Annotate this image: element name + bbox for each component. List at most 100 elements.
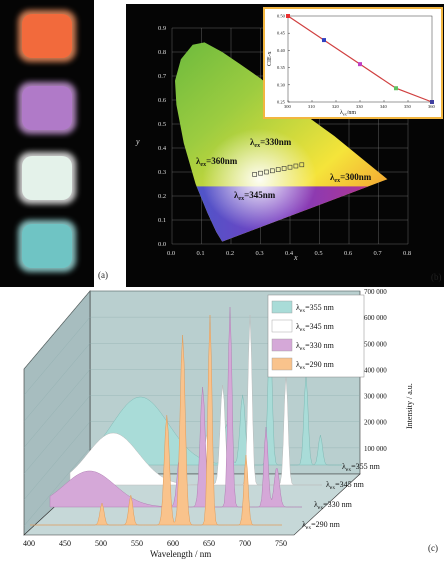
sample-photo-2 [18,82,76,134]
legend-entry: λex=355 nm [296,303,335,314]
cie-x-label: x [293,253,298,262]
x-axis-ticks: 400 450 500 550 600 650 700 750 [23,539,287,548]
cie-y-tick: 0.2 [158,193,166,200]
panel-a-svg: (a) [0,0,108,287]
x-tick-label: 400 [23,539,35,548]
cie-point [264,169,269,175]
legend-entry: λex=290 nm [296,360,335,371]
annotation-300: λex=300nm [330,172,372,184]
cie-y-tick: 0.5 [158,121,166,128]
cie-point [258,170,263,176]
cie-point [293,163,299,169]
intensity-tick-label: 200 000 [364,419,387,427]
cie-x-tick: 0.4 [285,250,294,257]
cie-y-tick: 0.3 [158,169,166,176]
x-tick-label: 550 [131,539,143,548]
x-axis-label: Wavelength / nm [150,549,211,559]
sample-photo-1 [18,10,76,62]
cie-point [281,166,287,171]
intensity-tick-label: 300 000 [364,393,387,401]
intensity-axis-ticks: 100 000 200 000 300 000 400 000 500 000 600 0… [364,288,387,453]
spectrum-290nm [30,314,282,526]
inset-points [286,14,434,104]
panel-b-cie-diagram: 0.0 0.1 0.2 0.3 0.4 0.5 0.6 0.7 0.8 0.0 0.1 0.2 0.3 0… [126,4,444,287]
cie-x-tick: 0.3 [256,250,264,257]
legend-swatch [271,338,293,352]
cie-point [252,172,257,177]
cie-y-tick: 0.0 [158,241,166,248]
inset-x-tick: 300 [284,104,292,109]
inset-x-tick: 310 [308,104,316,109]
intensity-tick-label: 400 000 [364,366,387,374]
cie-x-tick: 0.5 [315,250,323,257]
legend: λex=355 nm λex=345 nm λex=330 nm λex=290 nm [267,294,365,378]
inset-x-tick: 340 [380,104,388,109]
cie-x-tick: 0.2 [226,250,234,257]
inset-point [322,38,326,43]
annotation-330: λex=330nm [250,137,292,149]
cie-y-tick: 0.7 [158,73,167,80]
x-tick-label: 700 [239,539,251,548]
legend-swatch [271,357,293,371]
inset-y-tick: 0.25 [277,100,286,105]
annotation-360: λex=360nm [196,156,238,168]
panel-c-label: (c) [428,543,438,553]
inset-x-tick: 320 [332,104,340,109]
cie-point [275,167,281,172]
cie-x-tick: 0.7 [374,250,383,257]
cie-y-tick: 0.9 [158,25,166,32]
inset-axes: 300 310 320 330 340 350 360 0.25 0.30 0.35 0.40 0.4… [277,14,436,110]
panel-b-label: (b) [431,272,442,282]
spectrum-330nm [49,306,302,508]
intensity-tick-label: 700 000 [364,289,387,296]
x-tick-label: 500 [95,539,107,548]
cie-x-tick: 0.6 [344,250,353,257]
sample-photo-3 [18,152,76,204]
inset-x-label: λex/nm [340,110,356,117]
cie-y-tick: 0.1 [158,217,166,224]
x-tick-label: 450 [59,539,71,548]
intensity-tick-label: 100 000 [364,445,387,453]
intensity-axis-label: Intensity / a.u. [405,383,414,429]
cie-y-tick: 0.8 [158,49,166,56]
cie-annotations: λex=330nm λex=360nm λex=300nm λex=345nm [196,137,372,202]
inset-chart: 300 310 320 330 340 350 360 0.25 0.30 0.35 0.40 0.4… [263,7,443,119]
depth-label: λex=330 nm [314,500,353,511]
cie-data-points [252,162,305,177]
legend-entry: λex=330 nm [296,341,335,352]
inset-x-tick: 350 [404,104,412,109]
x-tick-label: 750 [275,539,287,548]
cie-y-tick: 0.4 [158,145,167,152]
panel-c-svg: 400 450 500 550 600 650 700 750 100 000 200 000 3… [23,288,438,559]
inset-y-tick: 0.30 [277,82,286,87]
panel-a-photos: (a) [0,0,120,287]
inset-frame [263,7,443,119]
cie-point [270,168,275,174]
panel-b-svg: 0.0 0.1 0.2 0.3 0.4 0.5 0.6 0.7 0.80.00.10.20.30… [126,4,444,287]
cie-point [299,162,305,168]
x-tick-label: 650 [203,539,215,548]
inset-y-tick: 0.40 [277,48,286,53]
inset-y-tick: 0.35 [277,65,286,70]
cie-x-tick: 0.0 [167,250,175,257]
panel-c-spectra: 400 450 500 550 600 650 700 750 100 000 200 000 3… [0,288,446,568]
depth-label: λex=345 nm [326,480,365,491]
cie-point [287,164,293,170]
depth-label: λex=355 nm [342,462,381,473]
cie-x-tick: 0.8 [403,250,411,257]
spectrum-355nm [89,324,342,466]
spectrum-345nm [69,314,322,486]
cie-x-tick: 0.1 [197,250,205,257]
sample-photo-4 [18,220,76,272]
legend-swatch [271,300,293,314]
x-tick-label: 600 [167,539,179,548]
depth-label: λex=290 nm [302,520,341,531]
intensity-tick-label: 600 000 [364,314,387,322]
inset-point [394,86,398,91]
panel-a-label: (a) [98,270,108,280]
cie-y-label: y [135,137,140,146]
legend-entry: λex=345 nm [296,322,335,333]
cie-ticks: 0.0 0.1 0.2 0.3 0.4 0.5 0.6 0.7 0.80.00.10.20.30… [158,25,411,257]
inset-point [430,100,434,104]
inset-y-tick: 0.50 [277,14,286,19]
